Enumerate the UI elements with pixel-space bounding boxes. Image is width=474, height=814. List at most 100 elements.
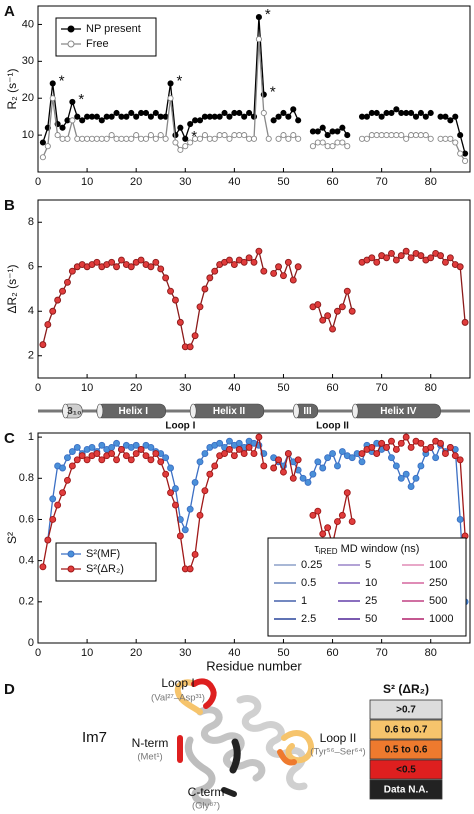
data-point bbox=[388, 109, 395, 117]
legend-label: Data N.A. bbox=[384, 785, 429, 796]
data-point bbox=[167, 287, 174, 295]
y-tick-label: 6 bbox=[28, 261, 34, 273]
data-point bbox=[54, 296, 62, 304]
loop-label: Loop I bbox=[165, 421, 195, 432]
data-point bbox=[167, 80, 174, 87]
tau-legend-label: 25 bbox=[365, 595, 377, 607]
data-point bbox=[338, 448, 346, 455]
data-point bbox=[427, 109, 434, 117]
tau-legend-label: 250 bbox=[429, 577, 447, 589]
data-point bbox=[44, 143, 51, 150]
y-tick-label: 0.2 bbox=[19, 596, 34, 608]
data-point bbox=[226, 135, 233, 142]
data-point bbox=[84, 113, 91, 120]
legend-title: S² (ΔR₂) bbox=[383, 682, 429, 696]
data-point bbox=[348, 307, 356, 315]
data-point bbox=[221, 109, 228, 117]
data-point bbox=[250, 258, 258, 266]
helix-label: Helix I bbox=[119, 406, 149, 417]
data-point bbox=[392, 462, 400, 470]
data-point bbox=[358, 450, 366, 458]
data-point bbox=[133, 113, 140, 120]
data-point bbox=[241, 132, 248, 139]
data-point bbox=[334, 139, 341, 146]
data-point bbox=[142, 109, 150, 117]
data-point bbox=[358, 113, 366, 120]
y-tick-label: 4 bbox=[28, 305, 34, 317]
data-point bbox=[157, 265, 165, 273]
data-point bbox=[113, 263, 120, 271]
data-point bbox=[64, 476, 71, 484]
data-point bbox=[79, 135, 86, 142]
data-point bbox=[162, 470, 170, 478]
data-point bbox=[358, 458, 366, 466]
data-point bbox=[118, 446, 125, 453]
data-point bbox=[157, 132, 164, 139]
data-point bbox=[309, 511, 317, 519]
tau-legend-label: 0.25 bbox=[301, 559, 322, 571]
data-point bbox=[338, 303, 346, 311]
data-point bbox=[427, 135, 434, 142]
data-point bbox=[93, 135, 100, 142]
data-point bbox=[378, 113, 385, 120]
loop1-label: Loop I bbox=[161, 676, 194, 690]
cterm-residue: (Gly⁸⁷) bbox=[192, 801, 220, 812]
data-point bbox=[408, 132, 415, 139]
cterm-segment bbox=[221, 787, 237, 797]
data-point bbox=[324, 524, 332, 532]
tau-legend-label: 100 bbox=[429, 559, 447, 571]
data-point bbox=[69, 98, 76, 105]
data-point bbox=[343, 489, 351, 497]
x-tick-label: 0 bbox=[35, 176, 41, 188]
tau-legend-title: τiRED MD window (ns) bbox=[315, 543, 420, 556]
annotation: * bbox=[177, 72, 183, 89]
data-point bbox=[236, 109, 243, 117]
data-point bbox=[49, 516, 57, 523]
data-point bbox=[417, 252, 425, 260]
data-point bbox=[216, 113, 223, 120]
data-point bbox=[137, 446, 145, 453]
data-point bbox=[186, 565, 194, 573]
data-point bbox=[343, 287, 351, 295]
plot-frame bbox=[37, 199, 471, 379]
x-tick-label: 10 bbox=[81, 382, 93, 394]
data-point bbox=[339, 139, 346, 146]
data-point bbox=[211, 113, 218, 120]
data-point bbox=[290, 106, 297, 113]
x-tick-label: 20 bbox=[130, 176, 142, 188]
helix-label: 3₁₀ bbox=[67, 406, 81, 417]
data-point bbox=[246, 109, 253, 117]
data-point bbox=[235, 446, 243, 453]
data-point bbox=[162, 135, 169, 142]
data-point bbox=[338, 511, 346, 519]
data-point bbox=[295, 117, 302, 124]
series-line bbox=[42, 435, 466, 570]
data-point bbox=[103, 113, 110, 120]
data-point bbox=[192, 117, 199, 124]
data-point bbox=[113, 109, 120, 117]
data-point bbox=[422, 113, 429, 120]
data-point bbox=[275, 135, 282, 142]
data-point bbox=[452, 113, 459, 120]
x-tick-label: 60 bbox=[326, 382, 338, 394]
data-point bbox=[152, 135, 159, 142]
data-point bbox=[456, 456, 464, 464]
data-point bbox=[447, 117, 454, 124]
data-point bbox=[98, 135, 105, 142]
data-point bbox=[393, 132, 400, 139]
annotation: * bbox=[78, 91, 84, 108]
data-point bbox=[122, 452, 130, 460]
data-point bbox=[373, 258, 381, 266]
data-point bbox=[329, 143, 336, 150]
data-point bbox=[206, 135, 213, 142]
tau-legend-label: 5 bbox=[365, 559, 371, 571]
data-point bbox=[235, 439, 243, 447]
loop-segment bbox=[277, 749, 297, 766]
data-point bbox=[132, 450, 140, 458]
data-point bbox=[446, 254, 454, 262]
data-point bbox=[280, 109, 287, 117]
data-point bbox=[457, 132, 464, 139]
data-point bbox=[422, 132, 429, 139]
data-point bbox=[334, 462, 341, 470]
na-segment bbox=[229, 738, 241, 774]
